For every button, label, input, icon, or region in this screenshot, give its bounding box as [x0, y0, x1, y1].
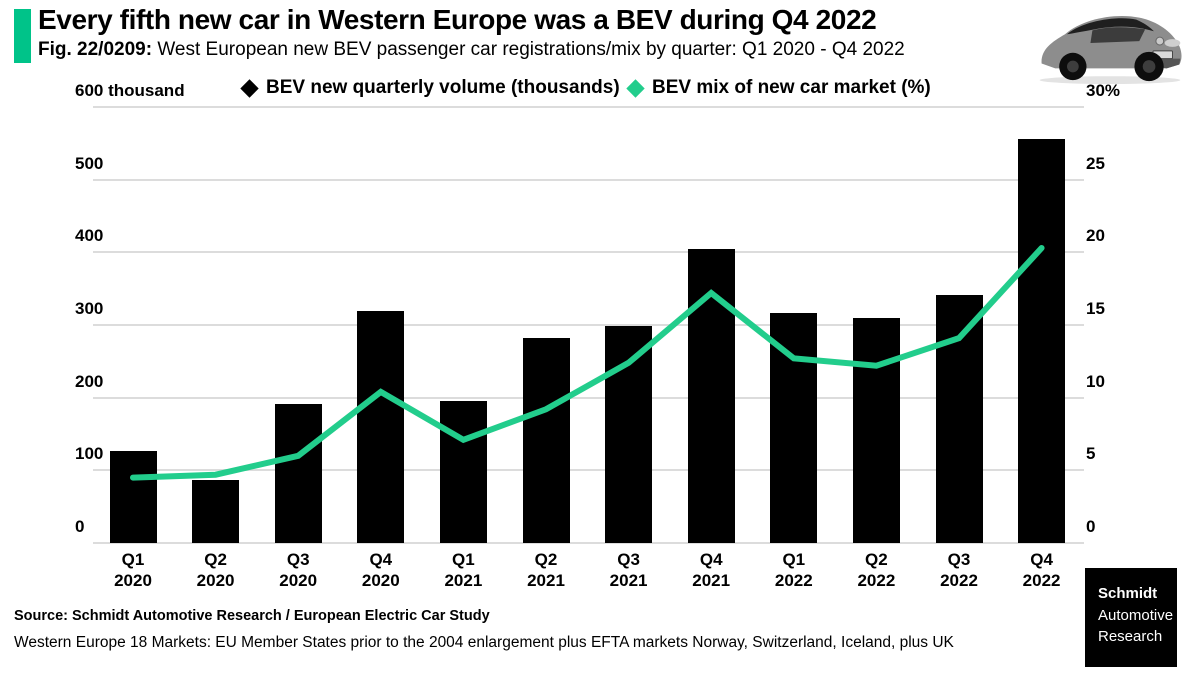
- logo-line-1: Schmidt: [1098, 585, 1158, 602]
- car-window: [1090, 27, 1146, 44]
- x-axis-tick: Q1 2022: [752, 549, 836, 591]
- x-tick-year: 2020: [196, 571, 235, 590]
- y-axis-tick-right: 20: [1086, 226, 1105, 246]
- x-tick-year: 2022: [857, 571, 896, 590]
- front-wheel-rim: [1142, 60, 1156, 73]
- y-axis-tick-right: 30%: [1086, 81, 1121, 100]
- legend-item-volume: BEV new quarterly volume (thousands): [240, 76, 620, 100]
- headlight: [1164, 39, 1181, 47]
- logo-line-3: Research: [1098, 628, 1163, 645]
- legend-item-mix: BEV mix of new car market (%): [626, 76, 931, 100]
- x-axis-tick: Q3 2022: [917, 549, 1001, 591]
- markets-note: Western Europe 18 Markets: EU Member Sta…: [14, 634, 954, 651]
- vw-badge: [1155, 36, 1165, 46]
- figure-number: Fig. 22/0209:: [38, 39, 153, 60]
- volume-bar: [522, 338, 570, 543]
- volume-bar: [274, 404, 322, 543]
- x-axis-tick: Q1 2021: [421, 549, 505, 591]
- y-axis-tick-left: 600 thousand: [75, 81, 185, 100]
- x-tick-quarter: Q2: [204, 550, 227, 569]
- gridline: [93, 542, 1084, 544]
- schmidt-logo: Schmidt Automotive Research: [1085, 568, 1177, 667]
- x-axis-tick: Q4 2022: [1000, 549, 1084, 591]
- car-photo: [1039, 15, 1182, 85]
- legend-volume-label: BEV new quarterly volume (thousands): [266, 77, 620, 98]
- x-axis-tick: Q3 2020: [256, 549, 340, 591]
- y-axis-tick-left: 200: [75, 371, 104, 391]
- x-axis-tick: Q4 2020: [339, 549, 423, 591]
- x-tick-year: 2020: [361, 571, 400, 590]
- gridline: [93, 178, 1084, 181]
- logo-line-2: Automotive: [1098, 607, 1174, 624]
- page-title: Every fifth new car in Western Europe wa…: [38, 4, 877, 35]
- mix-series-marker-icon: [626, 78, 645, 98]
- title-accent-bar: [14, 9, 31, 63]
- x-tick-quarter: Q3: [947, 550, 971, 569]
- y-axis-tick-left: 300: [75, 299, 104, 318]
- volume-bar: [192, 479, 240, 543]
- x-tick-quarter: Q1: [782, 550, 806, 569]
- x-axis-tick: Q2 2021: [504, 549, 588, 591]
- y-axis-tick-left: 500: [75, 153, 104, 173]
- x-tick-year: 2022: [774, 571, 813, 590]
- y-axis-tick-right: 25: [1086, 153, 1105, 173]
- car-glasshouse: [1067, 18, 1154, 35]
- x-tick-quarter: Q3: [617, 550, 640, 569]
- figure-subtitle: Fig. 22/0209: West European new BEV pass…: [38, 39, 905, 61]
- figure-subtitle-text: West European new BEV passenger car regi…: [152, 39, 905, 60]
- x-tick-quarter: Q1: [121, 550, 145, 569]
- volume-bar: [439, 400, 487, 543]
- x-tick-year: 2021: [444, 571, 483, 590]
- y-axis-tick-right: 10: [1086, 371, 1105, 391]
- x-tick-year: 2022: [940, 571, 978, 590]
- x-tick-quarter: Q2: [534, 550, 558, 569]
- x-tick-quarter: Q4: [369, 550, 393, 569]
- y-axis-tick-left: 400: [75, 226, 104, 246]
- x-tick-year: 2020: [114, 571, 152, 590]
- x-tick-year: 2021: [527, 571, 565, 590]
- gridline: [93, 106, 1084, 108]
- volume-bar: [109, 451, 157, 543]
- x-tick-quarter: Q4: [1030, 550, 1053, 569]
- legend-mix-label: BEV mix of new car market (%): [652, 77, 931, 98]
- x-axis-tick: Q3 2021: [587, 549, 671, 591]
- x-tick-year: 2022: [1022, 571, 1061, 590]
- y-axis-tick-right: 5: [1086, 444, 1096, 464]
- volume-bar: [935, 295, 983, 543]
- x-tick-year: 2021: [692, 571, 731, 590]
- x-tick-quarter: Q4: [699, 550, 723, 569]
- volume-bar: [605, 326, 653, 543]
- x-axis-tick: Q4 2021: [669, 549, 753, 591]
- volume-series-marker-icon: [240, 78, 259, 98]
- volume-bar: [770, 313, 818, 543]
- y-axis-tick-left: 100: [75, 444, 104, 464]
- gridline: [93, 251, 1084, 254]
- x-tick-quarter: Q2: [865, 550, 888, 569]
- source-note: Source: Schmidt Automotive Research / Eu…: [14, 608, 490, 624]
- x-tick-year: 2020: [279, 571, 318, 590]
- y-axis-tick-left: 0: [75, 517, 85, 536]
- x-tick-quarter: Q1: [452, 550, 475, 569]
- y-axis-tick-right: 15: [1086, 299, 1105, 318]
- x-axis-tick: Q2 2020: [174, 549, 258, 591]
- rear-wheel-rim: [1067, 60, 1079, 73]
- y-axis-tick-right: 0: [1086, 517, 1096, 536]
- volume-bar: [852, 317, 900, 543]
- x-axis-tick: Q2 2022: [834, 549, 918, 591]
- x-tick-year: 2021: [609, 571, 648, 590]
- x-tick-quarter: Q3: [286, 550, 310, 569]
- bev-mix-line: [130, 245, 1045, 481]
- x-axis-tick: Q1 2020: [91, 549, 175, 591]
- volume-bar: [1018, 138, 1066, 543]
- volume-bar: [687, 248, 735, 543]
- volume-bar: [357, 311, 405, 543]
